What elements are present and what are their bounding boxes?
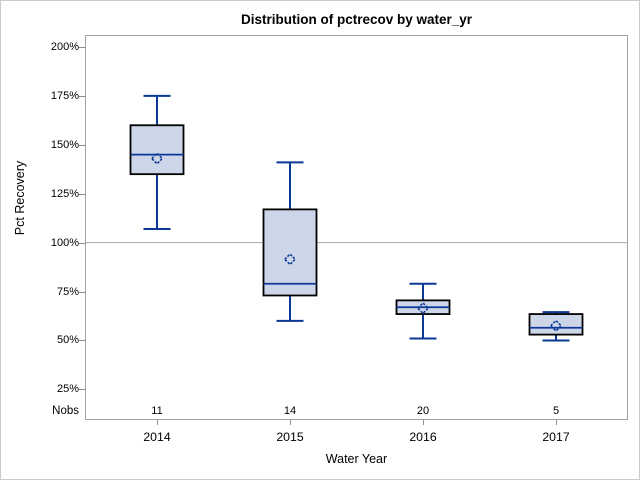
x-tick-mark: [556, 420, 557, 425]
nobs-value: 20: [416, 405, 430, 417]
x-tick-label: 2014: [143, 430, 171, 444]
y-axis-title: Pct Recovery: [13, 160, 27, 236]
y-tick-mark: [79, 242, 85, 244]
y-tick-label: 125%: [50, 187, 79, 200]
mean-diamond: [283, 252, 297, 266]
y-tick-label: 75%: [56, 285, 79, 298]
iqr-box-2017: [528, 313, 584, 336]
y-tick-label: 25%: [56, 383, 79, 396]
y-tick-label: 100%: [50, 236, 79, 249]
y-tick-mark: [79, 291, 85, 293]
plot-area: [85, 35, 628, 420]
nobs-value: 5: [552, 405, 560, 417]
y-tick-mark: [79, 144, 85, 146]
boxplot-canvas: [86, 94, 627, 342]
mean-diamond: [416, 301, 430, 315]
y-tick-mark: [79, 193, 85, 195]
x-tick-mark: [157, 420, 158, 425]
x-axis-title: Water Year: [325, 452, 388, 466]
x-tick-label: 2015: [276, 430, 304, 444]
y-tick-mark: [79, 389, 85, 391]
y-tick-mark: [79, 340, 85, 342]
y-tick-label: 50%: [56, 334, 79, 347]
x-tick-label: 2017: [542, 430, 570, 444]
x-tick-label: 2016: [409, 430, 437, 444]
y-tick-label: 200%: [50, 41, 79, 53]
nobs-value: 11: [151, 405, 163, 417]
mean-diamond: [549, 319, 563, 333]
nobs-value: 14: [283, 405, 297, 417]
x-tick-mark: [423, 420, 424, 425]
y-tick-label: 150%: [50, 138, 79, 151]
chart-title: Distribution of pctrecov by water_yr: [240, 12, 473, 27]
x-tick-mark: [290, 420, 291, 425]
y-tick-mark: [79, 47, 85, 48]
y-tick-mark: [79, 95, 85, 97]
iqr-box-2014: [129, 124, 185, 176]
mean-diamond: [150, 152, 164, 165]
y-tick-label: 175%: [50, 89, 79, 102]
nobs-row-label: Nobs: [52, 405, 79, 417]
iqr-box-2015: [262, 208, 318, 297]
